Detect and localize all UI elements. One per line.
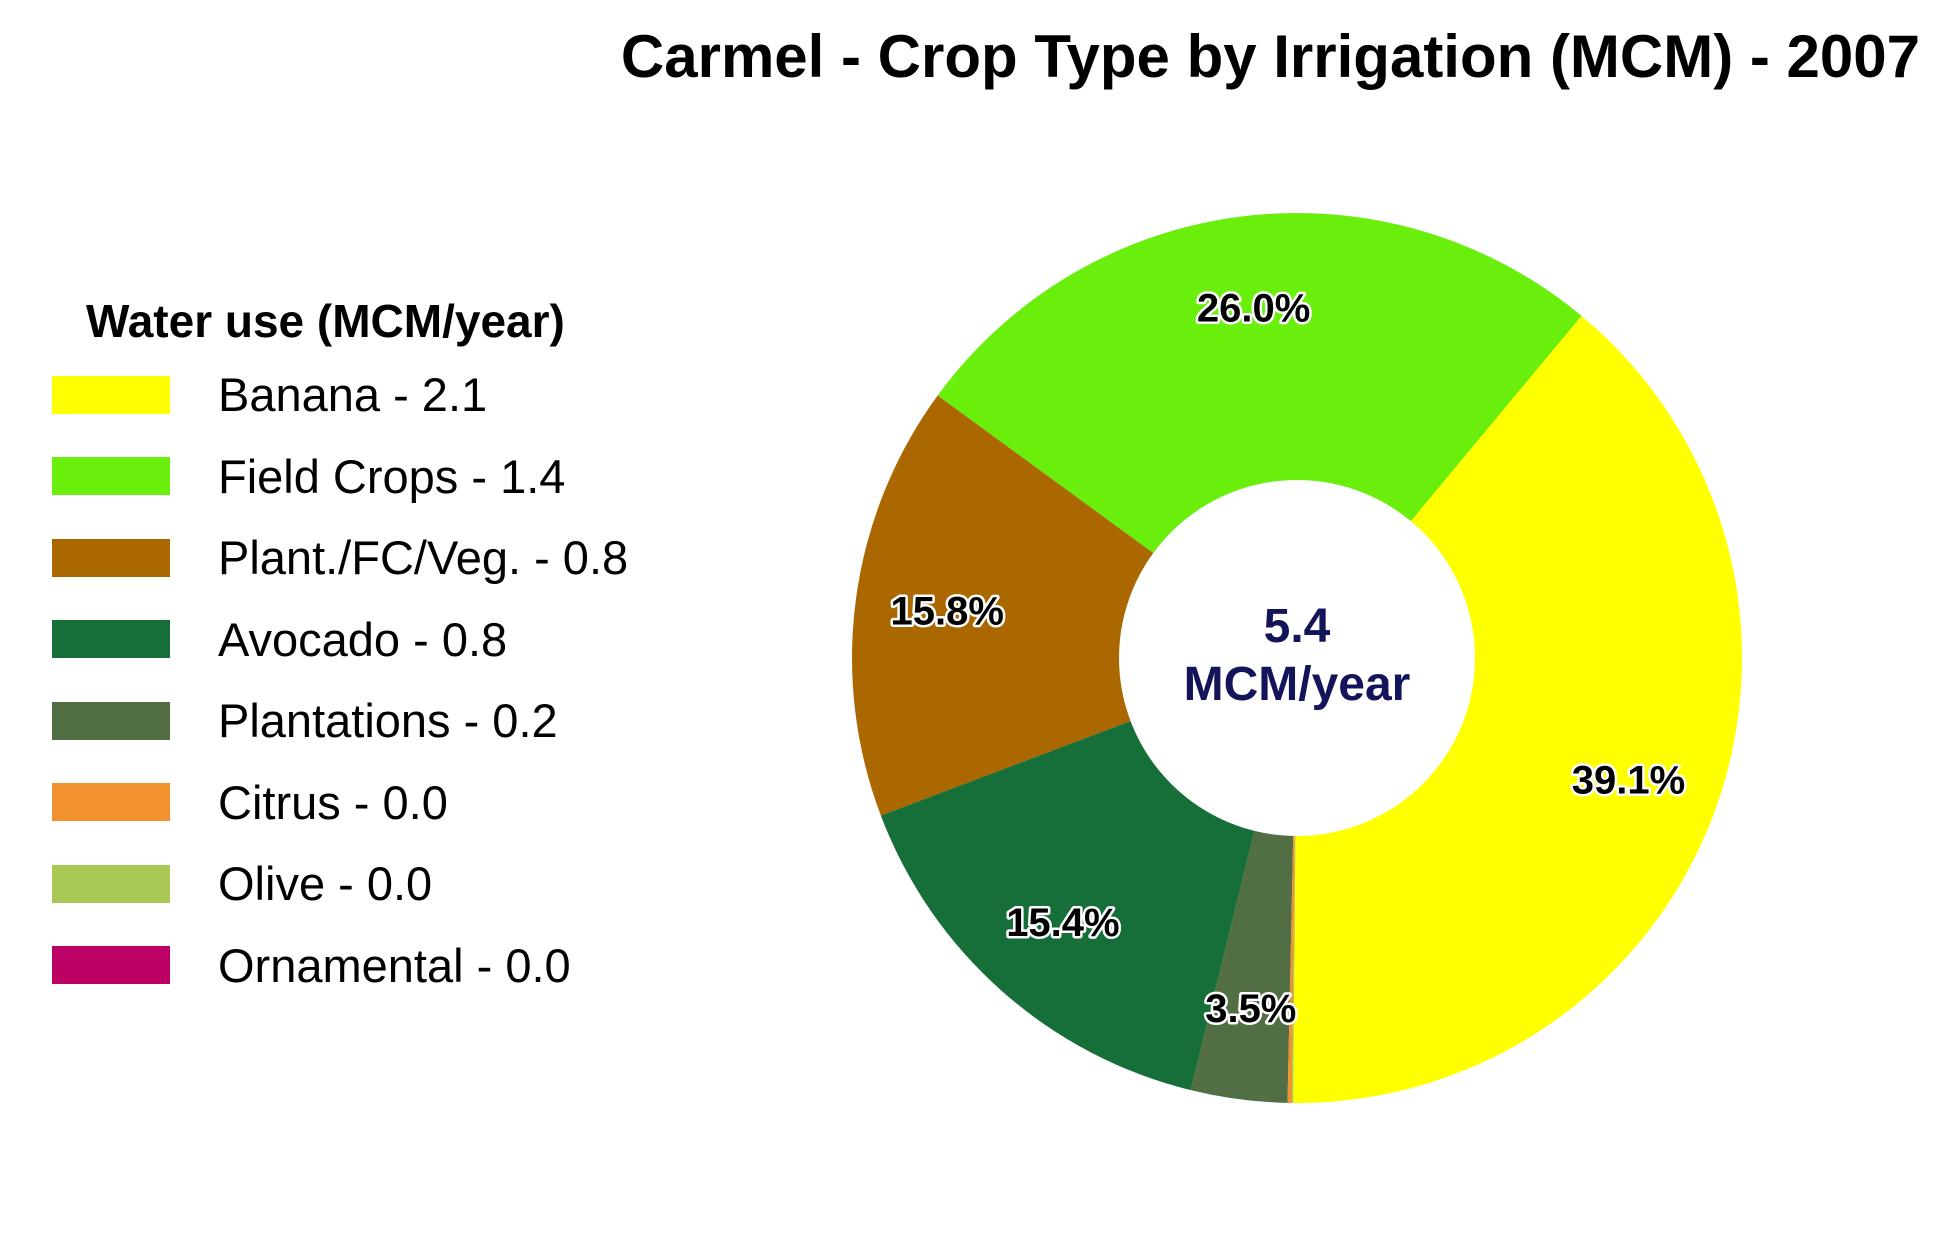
- legend-swatch-citrus: [52, 783, 170, 822]
- legend-swatch-plantations: [52, 701, 170, 740]
- legend-item-plantations: Plantations - 0.2: [52, 680, 772, 762]
- legend-item-avocado: Avocado - 0.8: [52, 599, 772, 681]
- center-total-unit: MCM/year: [1184, 658, 1411, 711]
- slice-data-labels: 39.1% 26.0% 15.8% 15.4% 3.5%: [888, 284, 1688, 1033]
- legend-label-field-crops: Field Crops - 1.4: [218, 449, 566, 503]
- data-label-plantations: 3.5%: [1205, 987, 1296, 1031]
- donut-slices: [852, 213, 1742, 1103]
- legend-label-ornamental: Ornamental - 0.0: [218, 938, 571, 992]
- legend-label-banana: Banana - 2.1: [218, 368, 488, 422]
- data-label-field-crops: 26.0%: [1197, 287, 1310, 331]
- center-total-value: 5.4: [1264, 600, 1331, 653]
- legend-item-field-crops: Field Crops - 1.4: [52, 436, 772, 518]
- slice-field-crops: [937, 213, 1582, 659]
- legend-label-avocado: Avocado - 0.8: [218, 612, 508, 666]
- legend-item-citrus: Citrus - 0.0: [52, 762, 772, 844]
- data-label-plant-fc-veg: 15.8%: [890, 590, 1003, 634]
- legend-swatch-field-crops: [52, 457, 170, 496]
- legend-swatch-ornamental: [52, 946, 170, 985]
- legend: Water use (MCM/year) Banana - 2.1 Field …: [52, 294, 772, 1006]
- legend-item-ornamental: Ornamental - 0.0: [52, 925, 772, 1007]
- data-label-avocado: 15.4%: [1006, 901, 1119, 945]
- legend-swatch-plant-fc-veg: [52, 538, 170, 577]
- donut-hole: [1119, 480, 1475, 836]
- legend-item-banana: Banana - 2.1: [52, 354, 772, 436]
- slice-plant-fc-veg: [852, 395, 1297, 816]
- legend-swatch-avocado: [52, 620, 170, 659]
- legend-label-plant-fc-veg: Plant./FC/Veg. - 0.8: [218, 531, 629, 585]
- legend-item-plant-fc-veg: Plant./FC/Veg. - 0.8: [52, 517, 772, 599]
- legend-swatch-olive: [52, 864, 170, 903]
- legend-label-plantations: Plantations - 0.2: [218, 694, 558, 748]
- slice-banana: [1293, 315, 1742, 1103]
- legend-item-olive: Olive - 0.0: [52, 843, 772, 925]
- legend-title: Water use (MCM/year): [86, 295, 565, 347]
- legend-label-citrus: Citrus - 0.0: [218, 775, 448, 829]
- legend-label-olive: Olive - 0.0: [218, 857, 433, 911]
- chart-title: Carmel - Crop Type by Irrigation (MCM) -…: [620, 23, 1920, 90]
- slice-olive: [1291, 658, 1297, 1103]
- legend-swatch-banana: [52, 375, 170, 414]
- legend-list: Banana - 2.1 Field Crops - 1.4 Plant./FC…: [52, 354, 772, 1006]
- data-label-banana: 39.1%: [1572, 758, 1685, 802]
